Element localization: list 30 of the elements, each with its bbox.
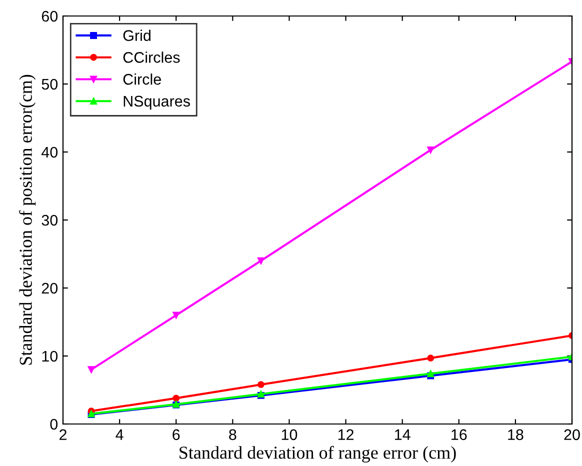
x-tick-label: 12 — [338, 429, 354, 440]
x-tick-label: 10 — [282, 429, 298, 440]
y-tick-label: 0 — [50, 418, 58, 430]
legend-label: CCircles — [123, 52, 180, 63]
x-tick-label: 20 — [564, 429, 580, 440]
y-tick-label: 30 — [42, 214, 58, 226]
x-axis-title: Standard deviation of range error (cm) — [180, 446, 456, 462]
point — [427, 146, 434, 154]
point — [88, 366, 95, 374]
legend-label: Circle — [123, 74, 161, 85]
point — [172, 312, 180, 319]
x-tick-label: 2 — [60, 429, 66, 440]
x-tick-label: 6 — [172, 429, 180, 440]
y-tick-label: 50 — [42, 78, 58, 90]
x-tick-label: 4 — [116, 429, 124, 440]
y-tick-label: 40 — [42, 146, 58, 158]
x-tick-label: 8 — [229, 429, 236, 440]
point — [257, 257, 264, 264]
point — [427, 354, 434, 362]
x-tick-label: 14 — [395, 429, 410, 440]
y-tick-label: 20 — [42, 282, 58, 294]
y-tick-label: 60 — [42, 10, 58, 22]
legend-label: Grid — [123, 30, 150, 41]
y-tick-label: 10 — [42, 350, 58, 362]
x-tick-label: 16 — [452, 429, 467, 440]
point — [257, 381, 264, 388]
y-axis-title: Standard deviation of position error(cm) — [19, 74, 36, 365]
x-tick-label: 18 — [508, 429, 524, 440]
point — [172, 394, 180, 402]
legend-label: NSquares — [124, 96, 190, 110]
